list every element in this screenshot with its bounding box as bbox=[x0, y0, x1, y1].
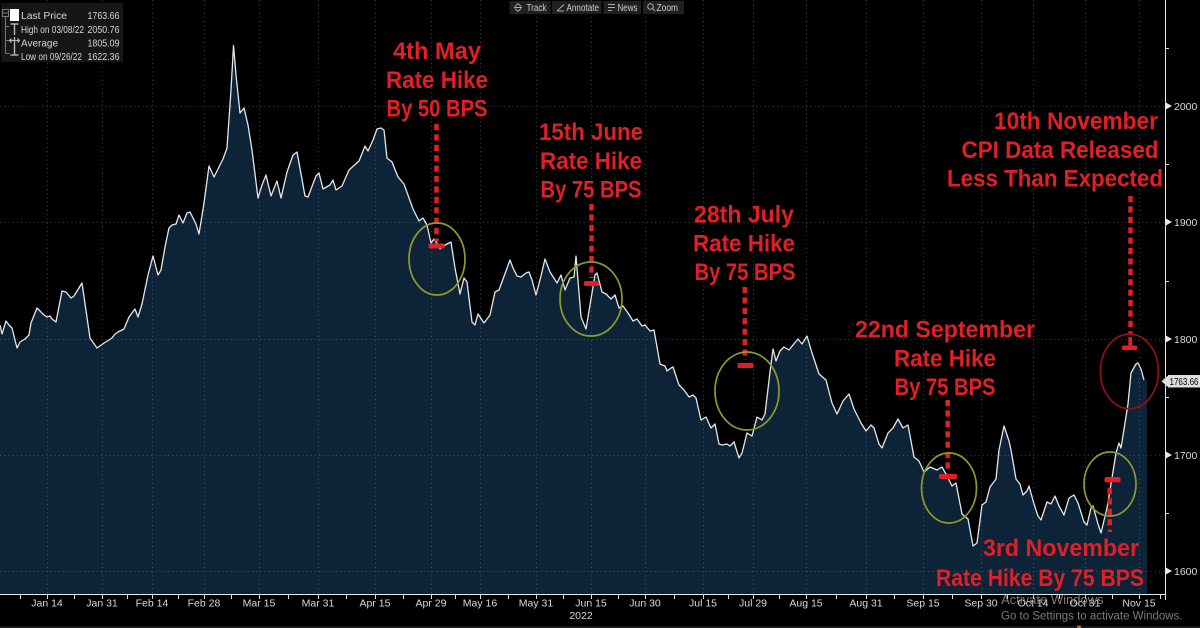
svg-text:Average: Average bbox=[21, 38, 58, 50]
svg-text:By 50 BPS: By 50 BPS bbox=[387, 96, 488, 123]
svg-text:28th July: 28th July bbox=[694, 202, 795, 229]
svg-text:Feb 14: Feb 14 bbox=[136, 598, 169, 610]
svg-text:CPI Data Released: CPI Data Released bbox=[962, 137, 1159, 164]
svg-text:By 75 BPS: By 75 BPS bbox=[541, 177, 642, 204]
svg-text:1800: 1800 bbox=[1174, 334, 1198, 346]
svg-text:Oct 31: Oct 31 bbox=[1070, 598, 1101, 610]
svg-text:Rate Hike: Rate Hike bbox=[894, 346, 996, 373]
svg-text:Annotate: Annotate bbox=[567, 3, 600, 14]
svg-text:May 16: May 16 bbox=[463, 598, 498, 610]
svg-text:High on 03/08/22: High on 03/08/22 bbox=[21, 24, 84, 36]
svg-text:Feb 28: Feb 28 bbox=[188, 598, 221, 610]
svg-text:1763.66: 1763.66 bbox=[1170, 377, 1199, 388]
svg-text:22nd September: 22nd September bbox=[855, 317, 1035, 344]
svg-text:10th November: 10th November bbox=[994, 108, 1158, 135]
svg-text:Jan 14: Jan 14 bbox=[31, 598, 63, 610]
svg-text:Oct 14: Oct 14 bbox=[1018, 598, 1049, 610]
svg-text:Nov 15: Nov 15 bbox=[1122, 598, 1155, 610]
svg-text:Apr 29: Apr 29 bbox=[416, 598, 447, 610]
svg-text:Jul 29: Jul 29 bbox=[739, 598, 767, 610]
svg-text:15th June: 15th June bbox=[539, 119, 643, 146]
svg-text:Sep 15: Sep 15 bbox=[906, 598, 939, 610]
svg-text:Last Price: Last Price bbox=[21, 10, 67, 22]
svg-text:Track: Track bbox=[527, 3, 548, 14]
svg-text:1600: 1600 bbox=[1174, 566, 1198, 578]
svg-text:Zoom: Zoom bbox=[657, 3, 679, 14]
svg-text:Rate Hike: Rate Hike bbox=[540, 148, 642, 175]
svg-text:Low on 09/26/22: Low on 09/26/22 bbox=[21, 51, 82, 63]
svg-text:Rate Hike By 75 BPS: Rate Hike By 75 BPS bbox=[936, 565, 1144, 592]
svg-text:Rate Hike: Rate Hike bbox=[693, 231, 795, 258]
svg-text:By 75 BPS: By 75 BPS bbox=[895, 374, 996, 401]
svg-text:Go to Settings to activate Win: Go to Settings to activate Windows. bbox=[1001, 611, 1183, 623]
svg-text:2000: 2000 bbox=[1174, 101, 1198, 113]
svg-text:Aug 15: Aug 15 bbox=[789, 598, 822, 610]
svg-text:Activate Windows: Activate Windows bbox=[1001, 592, 1104, 607]
svg-text:News: News bbox=[618, 3, 638, 14]
svg-text:Apr 15: Apr 15 bbox=[360, 598, 391, 610]
svg-text:Rate Hike: Rate Hike bbox=[386, 67, 488, 94]
svg-text:1622.36: 1622.36 bbox=[88, 51, 120, 63]
svg-text:Aug 31: Aug 31 bbox=[849, 598, 882, 610]
svg-text:Sep 30: Sep 30 bbox=[964, 598, 997, 610]
svg-text:1900: 1900 bbox=[1174, 217, 1198, 229]
svg-text:3rd November: 3rd November bbox=[983, 535, 1139, 562]
svg-text:Jan 31: Jan 31 bbox=[86, 598, 118, 610]
svg-text:2050.76: 2050.76 bbox=[88, 24, 120, 36]
svg-text:Jun 30: Jun 30 bbox=[629, 598, 661, 610]
svg-text:May 31: May 31 bbox=[519, 598, 554, 610]
svg-text:Jun 15: Jun 15 bbox=[575, 598, 607, 610]
svg-text:Less Than Expected: Less Than Expected bbox=[947, 166, 1163, 193]
svg-text:By 75 BPS: By 75 BPS bbox=[695, 259, 796, 286]
svg-text:1763.66: 1763.66 bbox=[88, 10, 120, 22]
svg-text:Jul 15: Jul 15 bbox=[689, 598, 717, 610]
svg-text:1700: 1700 bbox=[1174, 450, 1198, 462]
svg-text:1805.09: 1805.09 bbox=[88, 38, 120, 50]
svg-text:2022: 2022 bbox=[569, 610, 593, 622]
svg-text:4th May: 4th May bbox=[393, 38, 482, 65]
svg-text:Mar 31: Mar 31 bbox=[302, 598, 335, 610]
svg-text:Mar 15: Mar 15 bbox=[243, 598, 276, 610]
